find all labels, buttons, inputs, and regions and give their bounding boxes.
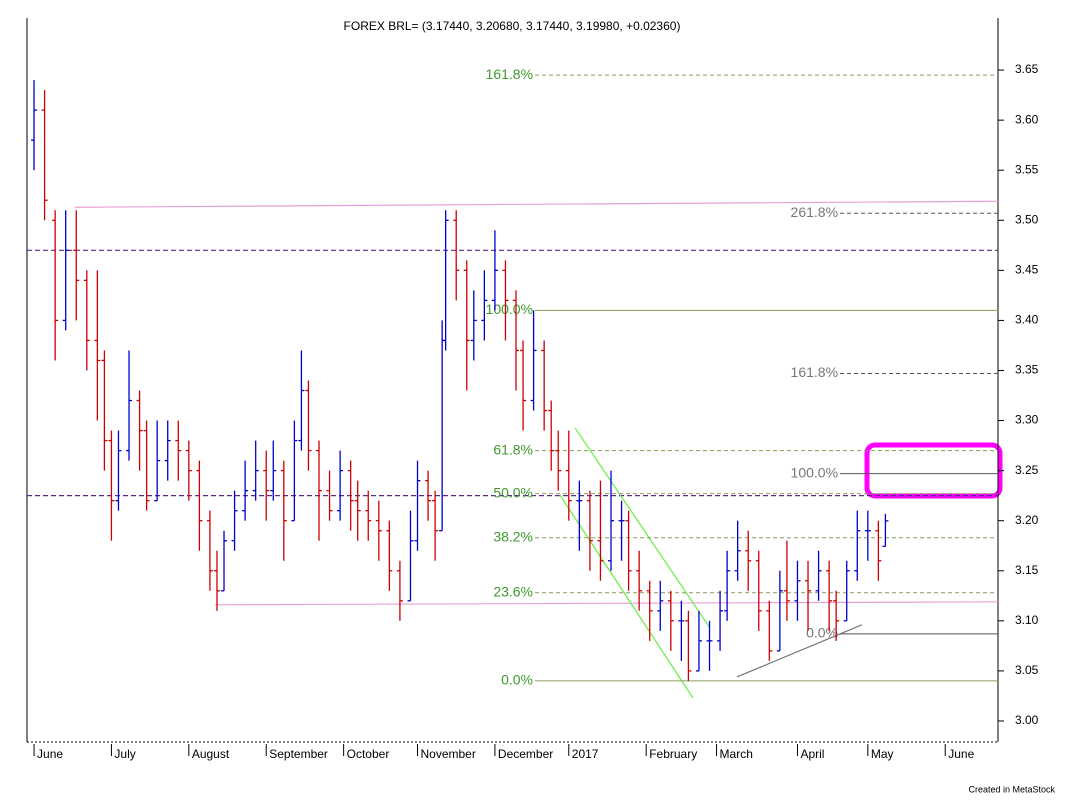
x-tick-label: November — [421, 747, 476, 761]
x-tick-label: July — [114, 747, 135, 761]
x-tick-label: February — [649, 747, 697, 761]
y-tick-label: 3.00 — [1015, 713, 1039, 727]
fib-label: 100.0% — [791, 464, 838, 480]
fib-label: 50.0% — [493, 484, 533, 500]
x-tick-label: September — [269, 747, 328, 761]
x-tick-label: March — [720, 747, 753, 761]
y-tick-label: 3.60 — [1015, 112, 1039, 126]
fib-label: 161.8% — [791, 364, 838, 380]
x-tick-label: 2017 — [572, 747, 599, 761]
y-tick-label: 3.25 — [1015, 463, 1039, 477]
x-tick-label: October — [347, 747, 390, 761]
x-tick-label: June — [37, 747, 63, 761]
y-tick-label: 3.15 — [1015, 563, 1039, 577]
chart-title: FOREX BRL= (3.17440, 3.20680, 3.17440, 3… — [344, 19, 681, 33]
x-tick-label: April — [800, 747, 824, 761]
footer: Created in MetaStock — [968, 784, 1055, 794]
trend-line — [74, 200, 999, 208]
fib-label: 0.0% — [501, 672, 533, 688]
fib-label: 261.8% — [791, 204, 838, 220]
highlight-box — [864, 442, 1003, 499]
y-tick-label: 3.30 — [1015, 413, 1039, 427]
x-tick-label: June — [948, 747, 974, 761]
fib-label: 100.0% — [486, 301, 533, 317]
x-tick-label: May — [871, 747, 894, 761]
fib-label: 161.8% — [486, 66, 533, 82]
trend-line — [736, 624, 863, 678]
fib-label: 61.8% — [493, 441, 533, 457]
y-tick-label: 3.10 — [1015, 613, 1039, 627]
y-tick-label: 3.35 — [1015, 363, 1039, 377]
trend-line — [559, 494, 694, 699]
trend-line — [214, 601, 999, 606]
y-tick-label: 3.65 — [1015, 62, 1039, 76]
y-tick-label: 3.20 — [1015, 513, 1039, 527]
x-tick-label: December — [498, 747, 553, 761]
y-tick-label: 3.50 — [1015, 212, 1039, 226]
fib-label: 0.0% — [806, 625, 838, 641]
y-tick-label: 3.55 — [1015, 162, 1039, 176]
y-tick-label: 3.45 — [1015, 263, 1039, 277]
fib-label: 38.2% — [493, 528, 533, 544]
fib-label: 23.6% — [493, 583, 533, 599]
trend-line — [574, 427, 711, 629]
y-tick-label: 3.40 — [1015, 313, 1039, 327]
y-tick-label: 3.05 — [1015, 663, 1039, 677]
x-tick-label: August — [192, 747, 230, 761]
